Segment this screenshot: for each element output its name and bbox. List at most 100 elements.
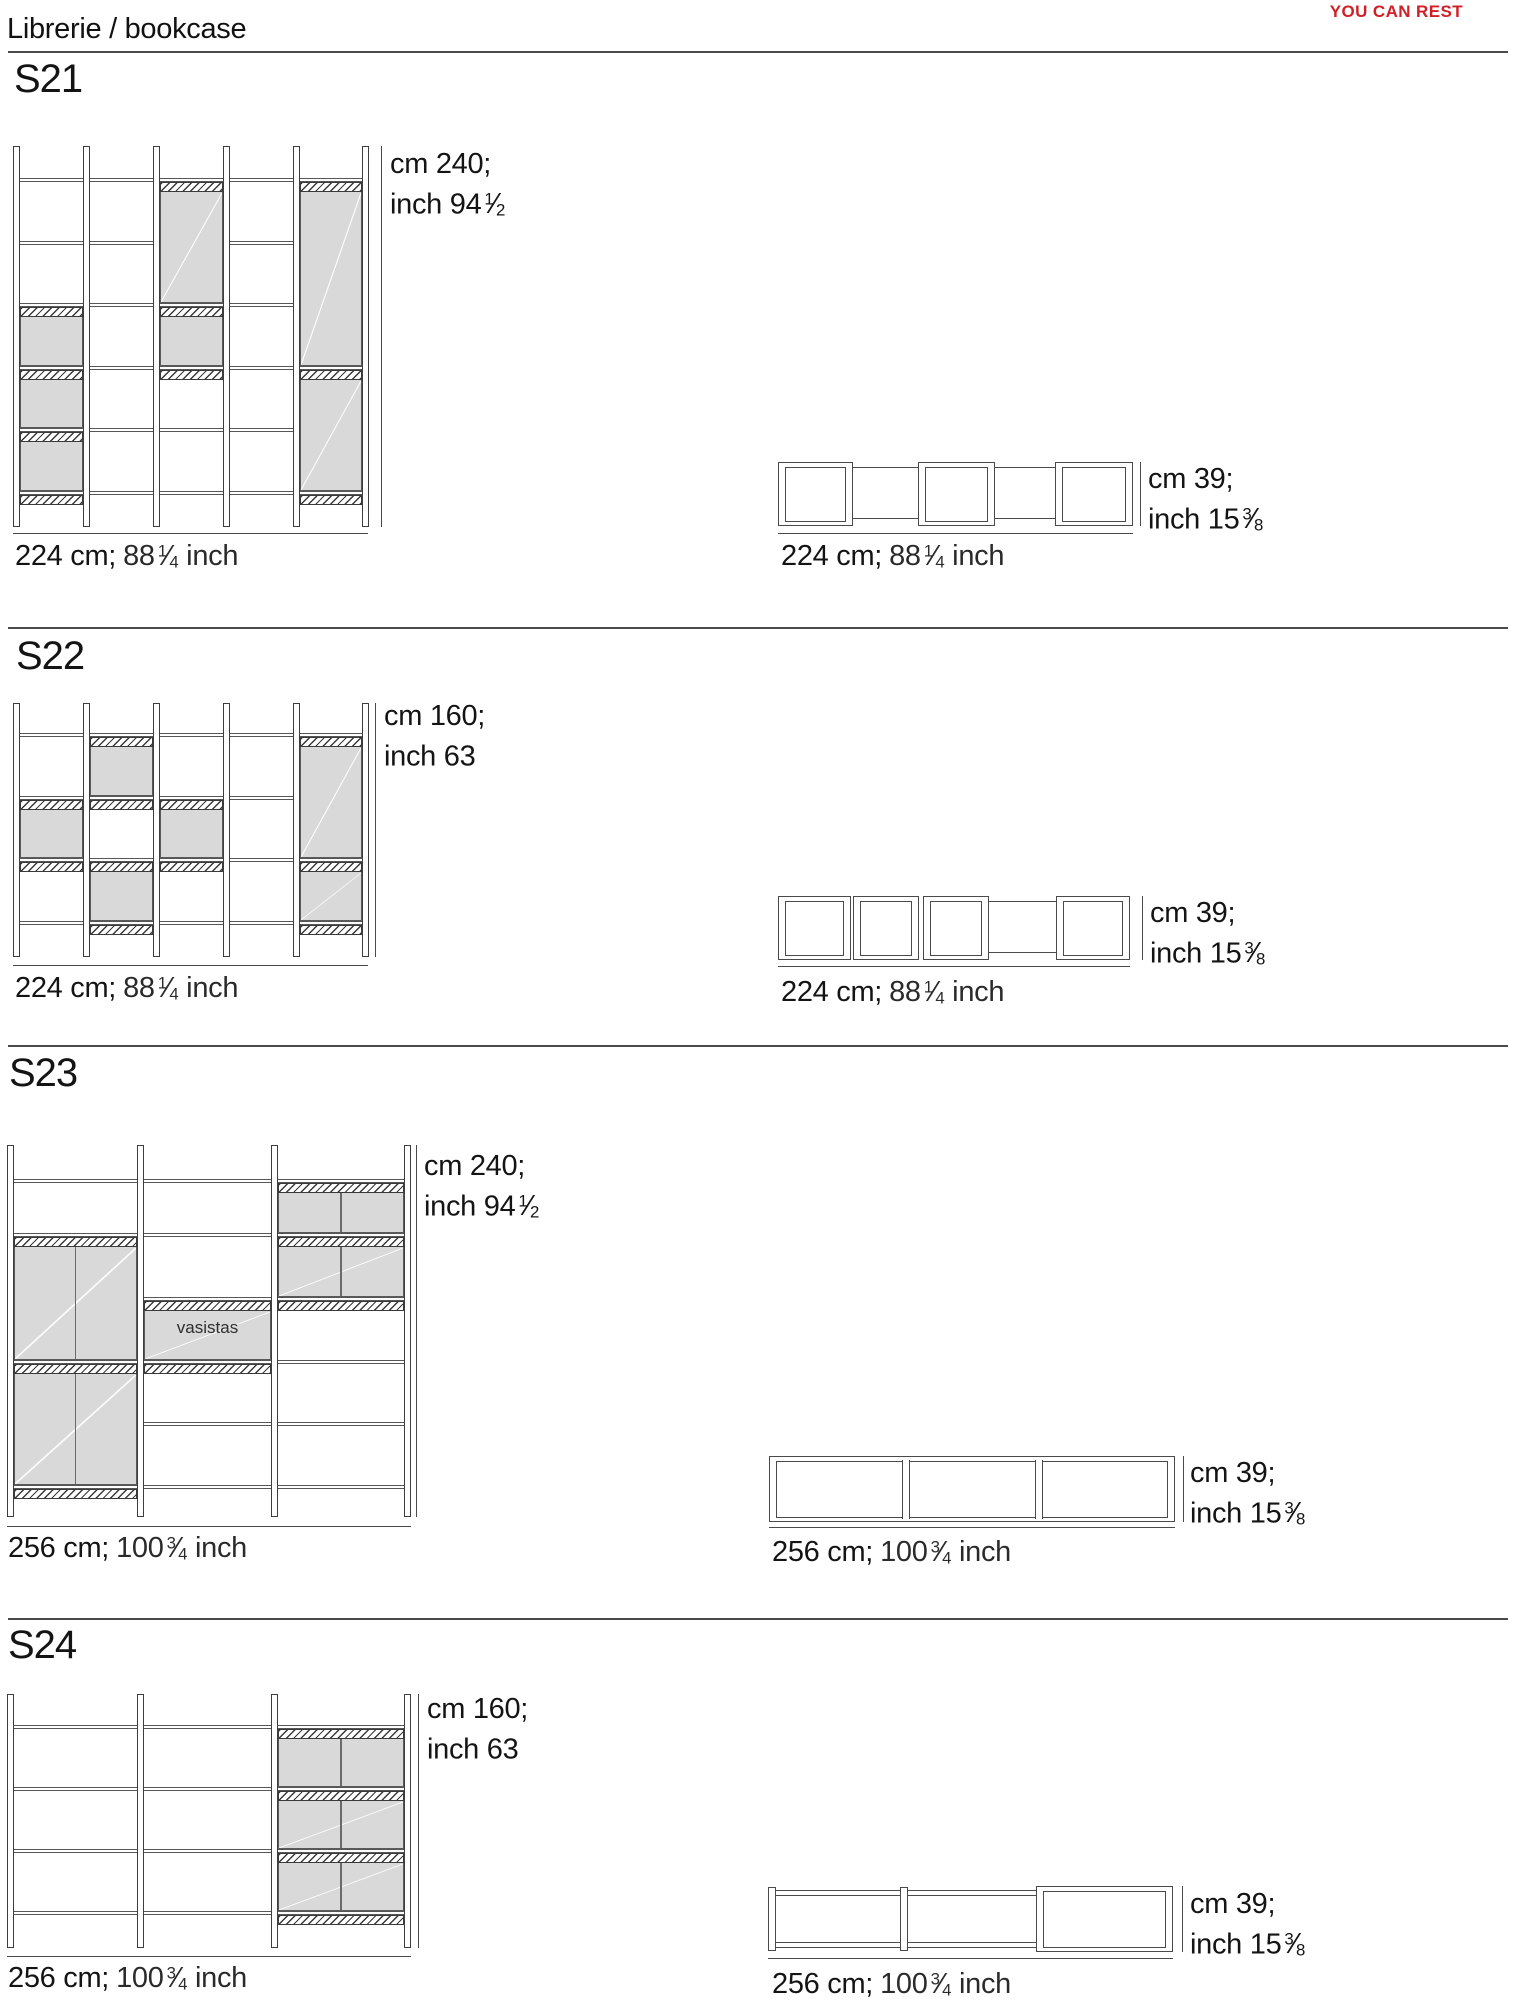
s22-front-upright-post <box>293 703 300 957</box>
s22-front-cabinet-top-hatch <box>299 737 362 747</box>
s21-plan-plan-width-dimension-line <box>778 533 1133 535</box>
s21-front-shelf <box>19 240 362 245</box>
s21-front-height-label: cm 240; inch 94 1⁄2 <box>390 148 506 221</box>
s23-front-cabinet-top-hatch <box>278 1183 404 1193</box>
s22-front-cabinet-top-hatch <box>159 799 223 810</box>
s21-front-cabinet-door-panel <box>19 307 83 366</box>
s24-plan-plan-cabinet-box <box>1036 1886 1173 1952</box>
s22-front-width-label: 224 cm; 88 1⁄4 inch <box>15 972 239 1004</box>
s21-front-cabinet-top-hatch <box>299 369 362 380</box>
s22-front-cabinet-top-hatch <box>299 862 362 872</box>
s24-plan-depth-dimension-line <box>1182 1886 1184 1952</box>
s21-front-cabinet-top-hatch <box>19 432 83 442</box>
s21-plan-width-label: 224 cm; 88 1⁄4 inch <box>781 540 1005 572</box>
s22-plan-plan-cabinet-box <box>923 896 989 960</box>
s23-front-shelf <box>14 1296 404 1301</box>
s22-front-cabinet-bottom-hatch <box>89 799 153 810</box>
s23-front-cabinet-top-hatch <box>278 1237 404 1247</box>
s22-front-shelf <box>19 920 362 925</box>
s22-plan-plan-width-dimension-line <box>778 966 1130 968</box>
s23-front-upright-post <box>271 1145 278 1517</box>
s21-front-cabinet-door-panel <box>299 182 362 366</box>
s23-plan-plan-bay-divider <box>902 1459 910 1519</box>
s22-front-height-label: cm 160; inch 63 <box>384 700 486 773</box>
s22-front-cabinet-bottom-hatch <box>299 924 362 935</box>
s24-front-cabinet-door-panel <box>278 1791 404 1849</box>
s23-front-shelf <box>14 1485 404 1489</box>
s24-front-cabinet-top-hatch <box>278 1853 404 1863</box>
page-title: Librerie / bookcase <box>7 13 247 45</box>
s23-front-upright-post <box>137 1145 144 1517</box>
s24-front-upright-post <box>137 1694 144 1948</box>
s23-front-height-dimension-line <box>416 1145 418 1517</box>
s24-plan-plan-width-dimension-line <box>768 1958 1173 1960</box>
s22-plan-plan-cabinet-inner <box>860 900 912 956</box>
s24-plan-plan-cabinet-inner <box>1043 1890 1166 1948</box>
s21-plan-plan-cabinet-inner <box>1062 466 1126 522</box>
s24-plan-plan-open-shelf-top <box>768 1890 1037 1896</box>
s22-front-cabinet-bottom-hatch <box>89 924 153 935</box>
s24-front-cabinet-door-panel <box>278 1853 404 1911</box>
s24-front-shelf <box>14 1725 404 1729</box>
s24-front-width-dimension-line <box>7 1956 411 1958</box>
s21-front-shelf <box>19 365 362 370</box>
s22-front-shelf <box>19 795 362 800</box>
s21-front-cabinet-door-panel <box>299 369 362 491</box>
s22-plan-plan-cabinet-box <box>778 896 851 960</box>
s21-front-cabinet-door-panel <box>19 369 83 428</box>
section-label-s21: S21 <box>14 57 83 101</box>
s23-front-cabinet-door-panel <box>278 1183 404 1233</box>
s23-front-cabinet-bottom-hatch <box>14 1489 137 1499</box>
s24-front-shelf <box>14 1849 404 1853</box>
s21-front-cabinet-door-panel <box>19 432 83 491</box>
s22-front-cabinet-bottom-hatch <box>159 862 223 872</box>
s21-front-width-label: 224 cm; 88 1⁄4 inch <box>15 540 239 572</box>
s24-front-cabinet-bottom-hatch <box>278 1915 404 1925</box>
s22-front-upright-post <box>13 703 20 957</box>
s23-front-cabinet-top-hatch <box>14 1237 137 1247</box>
s24-front-height-label: cm 160; inch 63 <box>427 1693 529 1766</box>
s21-plan-plan-cabinet-box <box>918 462 995 526</box>
s23-front-upright-post <box>7 1145 14 1517</box>
s22-front-cabinet-door-panel <box>299 862 362 921</box>
s22-plan-plan-cabinet-inner <box>930 900 982 956</box>
section-rule-s23 <box>8 1045 1508 1047</box>
s24-front-cabinet-top-hatch <box>278 1791 404 1801</box>
s22-plan-depth-dimension-line <box>1142 896 1144 960</box>
s21-plan-plan-shelf-line <box>853 467 918 469</box>
s21-front-cabinet-bottom-hatch <box>299 494 362 505</box>
s22-front-width-dimension-line <box>13 965 368 967</box>
section-label-s22: S22 <box>16 634 85 678</box>
s21-plan-plan-cabinet-inner <box>785 466 846 522</box>
s23-front-shelf <box>14 1233 404 1237</box>
s23-front-cabinet-bottom-hatch <box>144 1363 271 1374</box>
s23-front-cabinet-door-divider <box>340 1247 342 1296</box>
s22-front-cabinet-door-panel <box>89 737 153 796</box>
s24-plan-plan-upright-cap <box>900 1887 908 1951</box>
s22-front-cabinet-door-panel <box>19 799 83 858</box>
s22-plan-width-label: 224 cm; 88 1⁄4 inch <box>781 976 1005 1008</box>
s22-front-upright-post <box>153 703 160 957</box>
brand-logo-text: YOU CAN REST <box>1329 2 1463 21</box>
s21-plan-plan-cabinet-box <box>778 462 853 526</box>
s22-front-cabinet-top-hatch <box>19 799 83 810</box>
s21-front-shelf <box>19 178 362 182</box>
s21-front-upright-post <box>362 146 369 527</box>
s22-front-cabinet-door-panel <box>89 862 153 921</box>
s23-front-shelf <box>14 1179 404 1183</box>
s21-front-cabinet-top-hatch <box>299 182 362 192</box>
s24-front-shelf <box>14 1787 404 1791</box>
s24-front-cabinet-door-divider <box>340 1863 342 1910</box>
s22-front-cabinet-top-hatch <box>89 862 153 872</box>
s23-plan-width-label: 256 cm; 100 3⁄4 inch <box>772 1536 1011 1568</box>
s23-plan-plan-bay-divider <box>1035 1459 1043 1519</box>
s22-front-shelf <box>19 858 362 862</box>
section-rule-s22 <box>8 627 1508 629</box>
s23-plan-plan-cabinet-box <box>769 1456 1175 1522</box>
section-label-s24: S24 <box>8 1623 77 1667</box>
s23-front-cabinet-top-hatch <box>144 1300 271 1311</box>
s21-front-height-dimension-line <box>381 146 383 527</box>
s21-front-cabinet-top-hatch <box>19 369 83 380</box>
s21-front-upright-post <box>293 146 300 527</box>
